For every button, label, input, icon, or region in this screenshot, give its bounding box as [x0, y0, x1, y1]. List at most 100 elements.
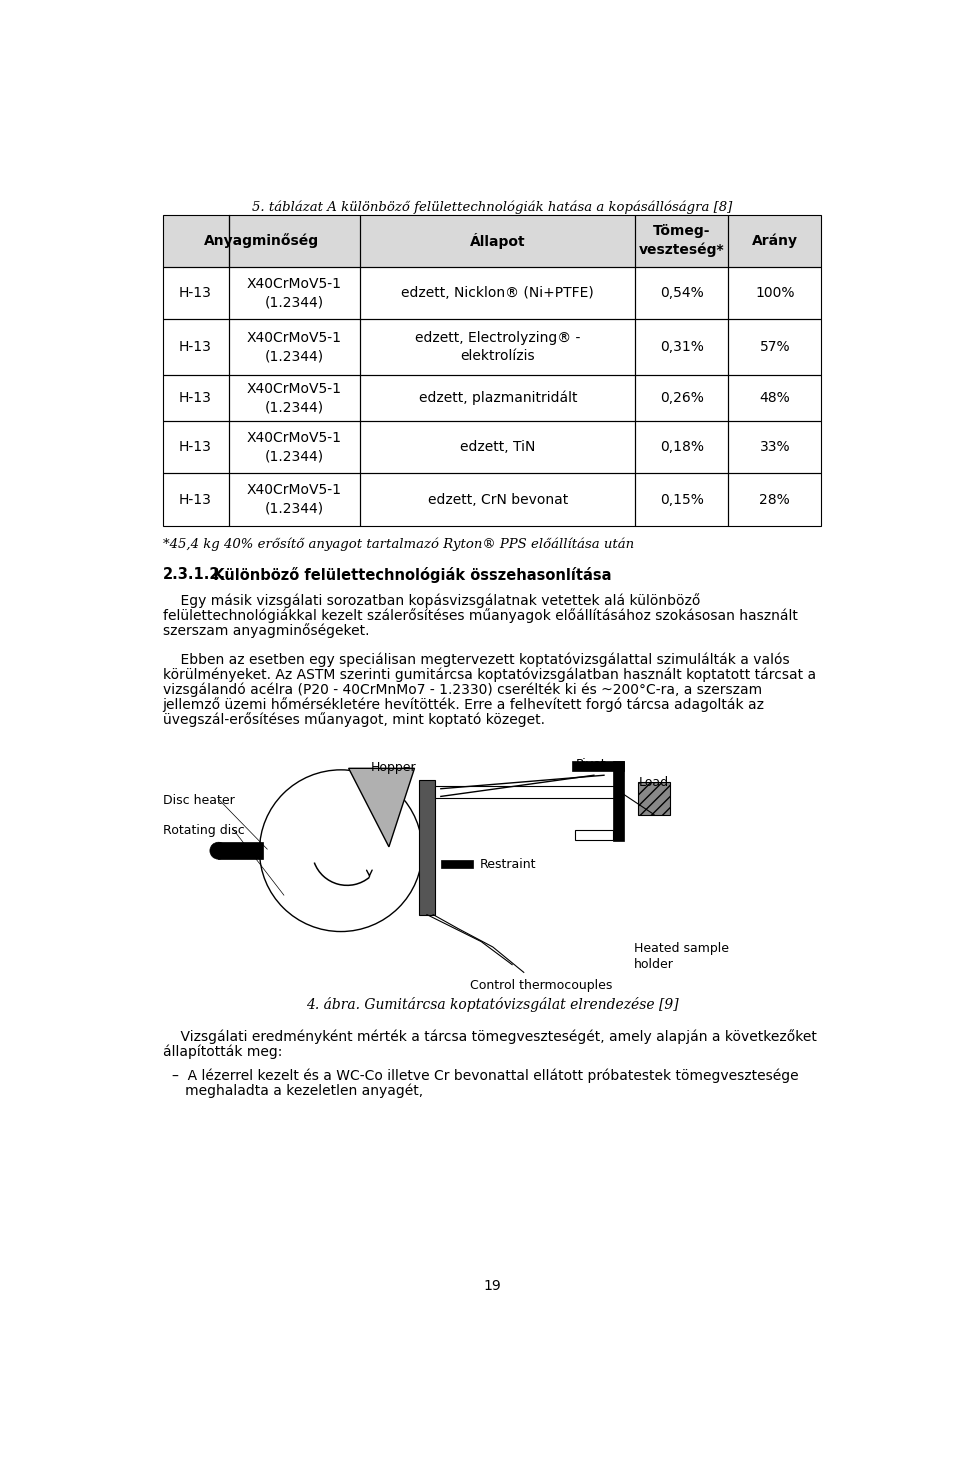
Text: 57%: 57% — [759, 341, 790, 354]
Bar — [162, 267, 228, 320]
Bar — [572, 761, 624, 772]
Text: X40CrMoV5-1
(1.2344): X40CrMoV5-1 (1.2344) — [247, 330, 342, 363]
Bar — [636, 267, 729, 320]
Text: H-13: H-13 — [180, 286, 212, 301]
Text: 33%: 33% — [759, 440, 790, 455]
Text: edzett, Electrolyzing® -
elektrolízis: edzett, Electrolyzing® - elektrolízis — [415, 330, 581, 363]
Bar — [441, 860, 473, 868]
Text: Pivot: Pivot — [576, 757, 607, 770]
Text: H-13: H-13 — [180, 341, 212, 354]
Text: edzett, plazmanitridált: edzett, plazmanitridált — [419, 391, 577, 406]
Text: Heated sample
holder: Heated sample holder — [634, 942, 729, 970]
Bar — [360, 474, 636, 526]
Bar — [729, 320, 822, 375]
Bar — [729, 474, 822, 526]
Bar — [360, 215, 636, 267]
Text: H-13: H-13 — [180, 493, 212, 507]
Text: Restraint: Restraint — [480, 859, 536, 871]
Text: állapították meg:: állapították meg: — [162, 1044, 282, 1059]
Text: szerszam anyagminőségeket.: szerszam anyagminőségeket. — [162, 624, 370, 638]
Polygon shape — [348, 769, 415, 847]
Bar — [729, 215, 822, 267]
Bar — [228, 375, 360, 421]
Bar — [729, 215, 822, 267]
Bar — [637, 782, 670, 815]
Text: Control thermocouples: Control thermocouples — [469, 979, 612, 991]
Text: Arány: Arány — [752, 234, 798, 249]
Text: 0,54%: 0,54% — [660, 286, 704, 301]
Bar — [636, 320, 729, 375]
Circle shape — [259, 770, 422, 932]
Bar — [636, 215, 729, 267]
Bar — [636, 375, 729, 421]
Bar — [219, 843, 263, 859]
Bar — [162, 375, 228, 421]
Bar — [162, 421, 228, 474]
Text: 0,15%: 0,15% — [660, 493, 704, 507]
Text: X40CrMoV5-1
(1.2344): X40CrMoV5-1 (1.2344) — [247, 431, 342, 464]
Text: –  A lézerrel kezelt és a WC-Co illetve Cr bevonattal ellátott próbatestek tömeg: – A lézerrel kezelt és a WC-Co illetve C… — [172, 1069, 799, 1083]
Text: Állapot: Állapot — [470, 233, 526, 249]
Text: felülettechnológiákkal kezelt szálerősítéses műanyagok előállításához szokásosan: felülettechnológiákkal kezelt szálerősít… — [162, 609, 798, 624]
Text: 5. táblázat A különböző felülettechnológiák hatása a kopásállóságra [8]: 5. táblázat A különböző felülettechnológ… — [252, 201, 732, 215]
Text: X40CrMoV5-1
(1.2344): X40CrMoV5-1 (1.2344) — [247, 277, 342, 310]
Text: X40CrMoV5-1
(1.2344): X40CrMoV5-1 (1.2344) — [247, 382, 342, 415]
Bar — [729, 267, 822, 320]
Text: meghaladta a kezeletlen anyagét,: meghaladta a kezeletlen anyagét, — [172, 1084, 423, 1097]
Bar — [729, 421, 822, 474]
Bar — [575, 829, 612, 840]
Circle shape — [210, 843, 227, 859]
Bar — [228, 267, 360, 320]
Text: Disc heater: Disc heater — [162, 794, 234, 807]
Text: 48%: 48% — [759, 391, 790, 404]
Text: X40CrMoV5-1
(1.2344): X40CrMoV5-1 (1.2344) — [247, 483, 342, 515]
Text: Anyagminőség: Anyagminőség — [204, 234, 319, 249]
Text: 0,31%: 0,31% — [660, 341, 704, 354]
Text: jellemző üzemi hőmérsékletére hevítötték. Erre a felhevített forgó tárcsa adagol: jellemző üzemi hőmérsékletére hevítötték… — [162, 698, 764, 712]
Bar — [228, 474, 360, 526]
Text: 0,18%: 0,18% — [660, 440, 704, 455]
Bar — [360, 267, 636, 320]
Text: H-13: H-13 — [180, 391, 212, 404]
Text: 0,26%: 0,26% — [660, 391, 704, 404]
Text: 2.3.1.2.: 2.3.1.2. — [162, 567, 226, 582]
Text: Rotating disc: Rotating disc — [162, 823, 245, 837]
Bar — [162, 215, 228, 267]
Bar — [360, 215, 636, 267]
Bar — [636, 215, 729, 267]
Text: 28%: 28% — [759, 493, 790, 507]
Text: Vizsgálati eredményként mérték a tárcsa tömegveszteségét, amely alapján a követk: Vizsgálati eredményként mérték a tárcsa … — [162, 1029, 817, 1044]
Text: 100%: 100% — [756, 286, 795, 301]
Bar — [636, 421, 729, 474]
Text: Tömeg-
veszteség*: Tömeg- veszteség* — [639, 224, 725, 258]
Text: Hopper: Hopper — [371, 761, 416, 773]
Bar — [162, 215, 228, 267]
Bar — [360, 320, 636, 375]
Text: 19: 19 — [483, 1280, 501, 1293]
Bar — [360, 421, 636, 474]
Bar — [162, 320, 228, 375]
Text: edzett, TiN: edzett, TiN — [460, 440, 536, 455]
Bar — [228, 215, 360, 267]
Text: edzett, Nicklon® (Ni+PTFE): edzett, Nicklon® (Ni+PTFE) — [401, 286, 594, 301]
Text: Egy másik vizsgálati sorozatban kopásvizsgálatnak vetettek alá különböző: Egy másik vizsgálati sorozatban kopásviz… — [162, 594, 700, 609]
Text: üvegszál-erősítéses műanyagot, mint koptató közeget.: üvegszál-erősítéses műanyagot, mint kopt… — [162, 712, 544, 727]
Text: vizsgálandó acélra (P20 - 40CrMnMo7 - 1.2330) cserélték ki és ~200°C-ra, a szers: vizsgálandó acélra (P20 - 40CrMnMo7 - 1.… — [162, 683, 761, 698]
Bar — [228, 320, 360, 375]
Text: körülményeket. Az ASTM szerinti gumitárcsa koptatóvizsgálatban használt koptatot: körülményeket. Az ASTM szerinti gumitárc… — [162, 668, 816, 681]
Bar — [636, 474, 729, 526]
Bar — [729, 375, 822, 421]
Text: edzett, CrN bevonat: edzett, CrN bevonat — [428, 493, 568, 507]
Bar — [228, 421, 360, 474]
Bar — [435, 786, 620, 798]
Bar — [612, 761, 624, 841]
Bar — [162, 474, 228, 526]
Text: 4. ábra. Gumitárcsa koptatóvizsgálat elrendezése [9]: 4. ábra. Gumitárcsa koptatóvizsgálat elr… — [305, 997, 679, 1012]
Bar — [420, 780, 435, 915]
Text: Különböző felülettechnológiák összehasonlítása: Különböző felülettechnológiák összehason… — [203, 567, 612, 582]
Text: Load: Load — [639, 776, 669, 789]
Bar — [228, 215, 360, 267]
Bar — [360, 375, 636, 421]
Text: *45,4 kg 40% erősítő anyagot tartalmazó Ryton® PPS előállítása után: *45,4 kg 40% erősítő anyagot tartalmazó … — [162, 538, 634, 551]
Text: H-13: H-13 — [180, 440, 212, 455]
